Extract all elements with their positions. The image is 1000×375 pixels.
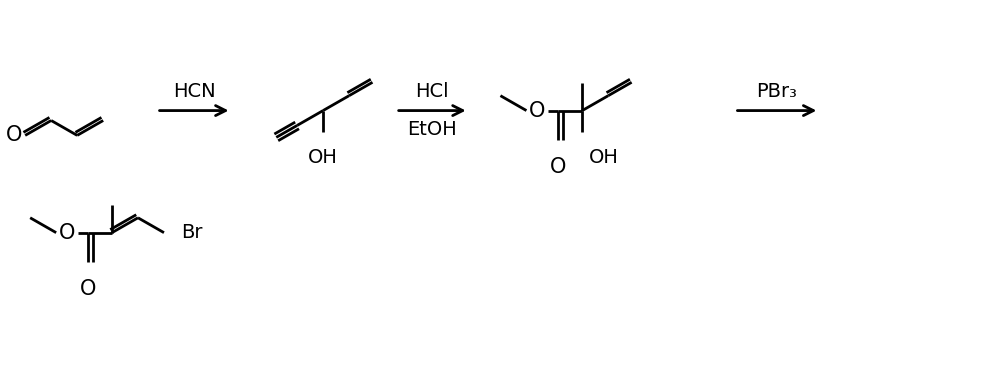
Text: EtOH: EtOH: [407, 120, 457, 140]
Text: OH: OH: [589, 148, 619, 167]
Text: O: O: [59, 223, 75, 243]
Text: O: O: [550, 157, 567, 177]
Text: PBr₃: PBr₃: [756, 82, 797, 100]
Text: O: O: [6, 125, 22, 146]
Text: O: O: [80, 279, 96, 299]
Text: HCl: HCl: [415, 82, 449, 100]
Text: OH: OH: [308, 148, 338, 167]
Text: HCN: HCN: [173, 82, 215, 100]
Text: O: O: [529, 100, 546, 121]
Text: Br: Br: [181, 223, 202, 242]
